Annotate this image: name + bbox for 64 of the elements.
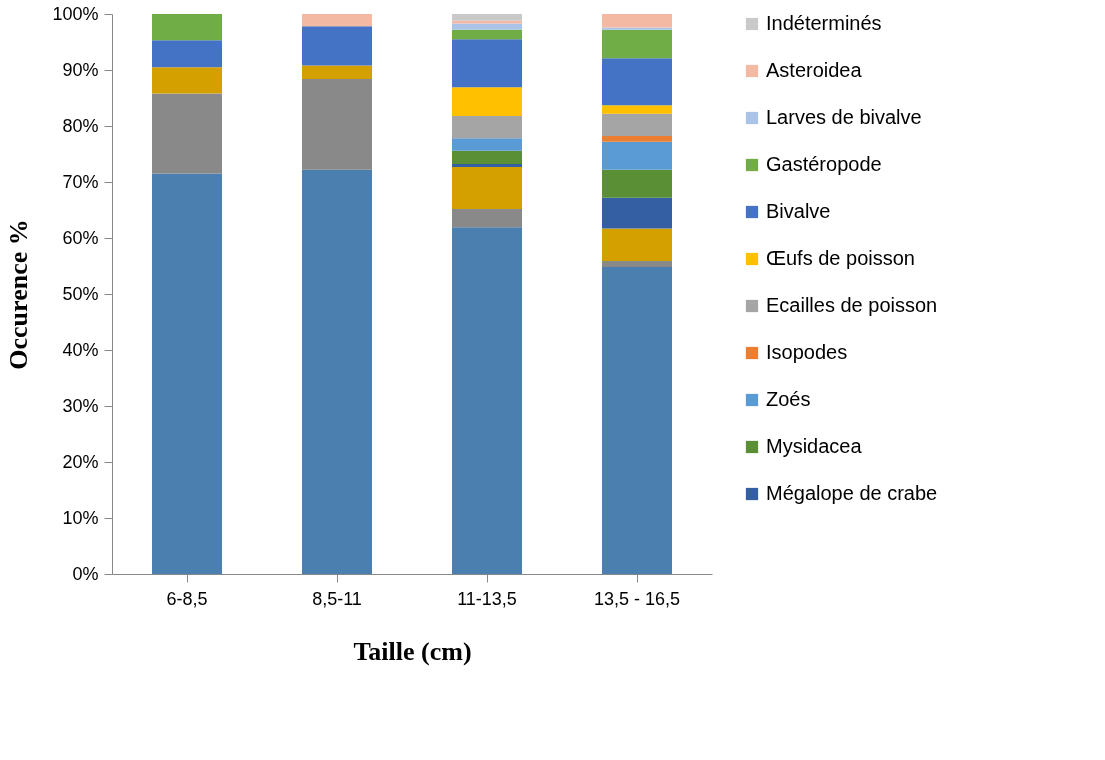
- y-tick-label: 50%: [62, 283, 99, 304]
- legend-label: Bivalve: [766, 200, 831, 222]
- bar: [452, 150, 522, 165]
- bar: [602, 29, 672, 59]
- legend-label: Zoés: [766, 388, 811, 410]
- bar: [602, 58, 672, 106]
- bar: [602, 267, 672, 574]
- bar: [452, 20, 522, 24]
- bar: [152, 40, 222, 68]
- bar: [452, 166, 522, 209]
- bar: [602, 105, 672, 114]
- legend-label: Gastéropode: [766, 153, 882, 175]
- bar: [602, 27, 672, 30]
- bar: [602, 260, 672, 268]
- legend-label: Larves de bivalve: [766, 106, 922, 128]
- bar: [452, 39, 522, 88]
- y-tick-label: 20%: [62, 451, 99, 472]
- y-tick-label: 40%: [62, 339, 99, 360]
- bar: [152, 93, 222, 174]
- bar: [302, 78, 372, 170]
- legend-label: Ecailles de poisson: [766, 294, 938, 316]
- legend-label: Mysidacea: [766, 435, 863, 457]
- y-tick-label: 10%: [62, 507, 99, 528]
- bar: [602, 169, 672, 198]
- bar: [602, 14, 672, 28]
- bar: [152, 67, 222, 94]
- bar: [302, 65, 372, 79]
- bar: [602, 136, 672, 142]
- bar: [602, 197, 672, 229]
- bar: [452, 29, 522, 40]
- legend-label: Isopodes: [766, 341, 848, 363]
- y-axis-title: Occurence %: [4, 219, 34, 370]
- bar: [452, 87, 522, 116]
- bar: [452, 23, 522, 30]
- y-tick-label: 90%: [62, 59, 99, 80]
- bar: [452, 227, 522, 574]
- legend-label: Mégalope de crabe: [766, 482, 938, 504]
- bar: [302, 14, 372, 27]
- bar: [452, 208, 522, 228]
- x-tick-label: 11-13,5: [457, 588, 517, 609]
- y-tick-label: 100%: [52, 3, 99, 24]
- bar: [452, 115, 522, 139]
- bar: [152, 14, 222, 41]
- y-tick-label: 30%: [62, 395, 99, 416]
- bar: [302, 26, 372, 66]
- y-tick-label: 70%: [62, 171, 99, 192]
- bar: [452, 164, 522, 167]
- bar: [602, 228, 672, 261]
- bar: [602, 141, 672, 170]
- x-tick-label: 13,5 - 16,5: [593, 588, 681, 609]
- legend-label: Indéterminés: [766, 12, 882, 34]
- legend-label: Œufs de poisson: [766, 247, 915, 269]
- bar: [452, 138, 522, 151]
- x-tick-label: 8,5-11: [312, 588, 362, 609]
- y-tick-label: 0%: [72, 563, 99, 584]
- x-axis-title: Taille (cm): [353, 636, 472, 666]
- y-tick-label: 80%: [62, 115, 99, 136]
- bar: [602, 113, 672, 137]
- legend-label: Asteroidea: [766, 59, 863, 81]
- y-tick-label: 60%: [62, 227, 99, 248]
- bar: [452, 14, 522, 21]
- x-tick-label: 6-8,5: [166, 588, 208, 609]
- bar: [152, 173, 222, 574]
- bar: [302, 169, 372, 574]
